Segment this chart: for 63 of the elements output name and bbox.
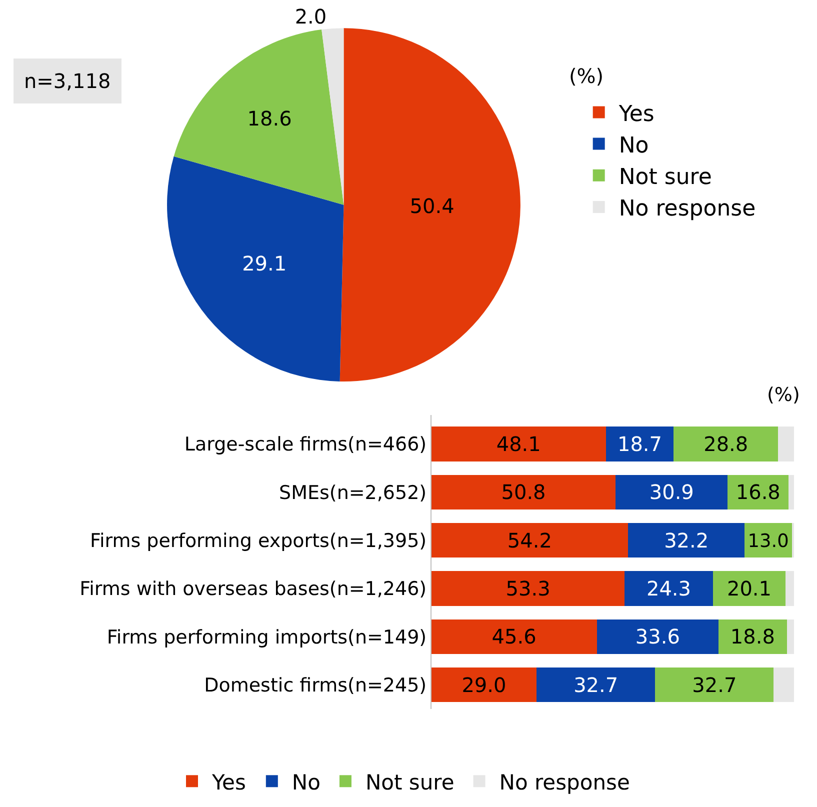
text: (%) bbox=[767, 384, 800, 406]
data-label: 29.1 bbox=[242, 251, 287, 276]
bar bbox=[788, 474, 794, 510]
data-label: 20.1 bbox=[726, 576, 772, 600]
bar bbox=[778, 426, 794, 462]
bar bbox=[431, 571, 625, 606]
bar bbox=[431, 426, 606, 462]
data-label: 32.7 bbox=[574, 672, 618, 697]
data-label: 32.2 bbox=[664, 528, 709, 552]
y-tick-label: SMEs(n=2,652) bbox=[279, 482, 427, 504]
legend-label: Yes bbox=[211, 770, 246, 794]
data-label: 30.9 bbox=[649, 480, 694, 504]
bar bbox=[431, 474, 616, 510]
bar bbox=[431, 667, 537, 702]
data-label: 50.8 bbox=[501, 480, 546, 504]
bar bbox=[786, 619, 794, 654]
legend-label: No response bbox=[618, 196, 756, 222]
bar bbox=[628, 522, 745, 558]
legend-label: Yes bbox=[618, 102, 654, 127]
data-label: 13.0 bbox=[748, 530, 789, 552]
bar bbox=[792, 522, 794, 558]
data-label: 24.3 bbox=[646, 576, 691, 600]
bar bbox=[431, 522, 628, 558]
bar bbox=[536, 667, 656, 702]
text: n=3,118 bbox=[24, 69, 111, 93]
bar bbox=[655, 667, 774, 702]
data-label: 18.7 bbox=[617, 432, 662, 456]
data-label: 54.2 bbox=[507, 528, 552, 552]
legend-label: Not sure bbox=[618, 164, 712, 190]
bar bbox=[712, 571, 786, 606]
bar bbox=[431, 619, 597, 654]
data-label: 18.6 bbox=[247, 106, 292, 130]
legend-label: No bbox=[292, 770, 320, 794]
bar bbox=[774, 667, 794, 702]
pie-slice bbox=[340, 28, 520, 382]
pie-slice bbox=[174, 30, 344, 205]
data-label: 18.8 bbox=[730, 624, 775, 649]
y-tick-label: Large-scale firms(n=466) bbox=[184, 434, 427, 456]
data-label: 45.6 bbox=[492, 624, 536, 649]
bar bbox=[596, 619, 719, 654]
data-label: 2.0 bbox=[294, 4, 327, 29]
data-label: 16.8 bbox=[736, 480, 780, 504]
data-label: 28.8 bbox=[704, 432, 748, 456]
bar bbox=[624, 571, 713, 606]
y-tick-label: Domestic firms(n=245) bbox=[204, 674, 427, 696]
pie-slice bbox=[167, 156, 344, 382]
bar bbox=[786, 571, 794, 606]
y-tick-label: Firms with overseas bases(n=1,246) bbox=[80, 578, 427, 600]
data-label: 29.0 bbox=[462, 672, 506, 697]
bar bbox=[606, 426, 674, 462]
y-tick-label: Firms performing exports(n=1,395) bbox=[90, 530, 427, 552]
data-label: 50.4 bbox=[410, 194, 454, 218]
y-tick-label: Firms performing imports(n=149) bbox=[106, 626, 427, 648]
data-label: 32.7 bbox=[692, 672, 737, 697]
bar bbox=[674, 426, 778, 462]
legend-label: Not sure bbox=[365, 770, 454, 794]
legend-label: No bbox=[618, 133, 649, 158]
data-label: 48.1 bbox=[496, 432, 541, 456]
bar bbox=[616, 474, 728, 510]
legend-label: No response bbox=[499, 770, 630, 794]
text: (%) bbox=[569, 64, 604, 88]
data-label: 53.3 bbox=[506, 576, 550, 600]
data-label: 33.6 bbox=[635, 624, 680, 649]
